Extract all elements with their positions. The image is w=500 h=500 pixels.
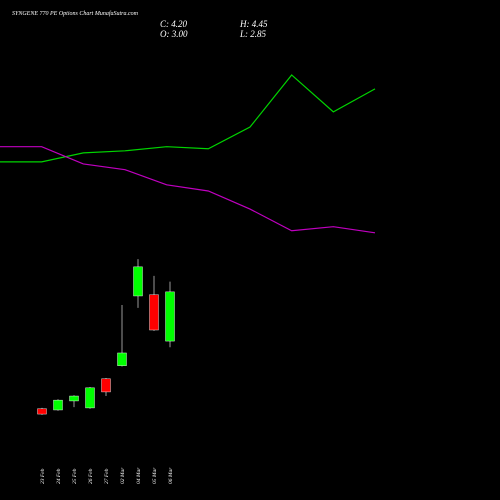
x-tick-label: 23 Feb: [40, 468, 46, 484]
x-tick-label: 04 Mar: [135, 467, 142, 484]
indicator-line: [0, 74, 376, 163]
close-label: C: 4.20: [160, 19, 188, 29]
high-label: H: 4.45: [239, 19, 268, 29]
chart-title: SYNGENE 770 PE Options Chart MunafaSutra…: [12, 10, 139, 17]
x-tick-label: 02 Mar: [120, 467, 126, 484]
x-tick-label: 27 Feb: [104, 468, 110, 484]
candle-body: [165, 291, 175, 342]
open-label: O: 3.00: [160, 29, 188, 39]
indicator-line: [0, 146, 376, 234]
x-tick-label: 24 Feb: [55, 468, 62, 484]
candle-body: [133, 266, 143, 297]
x-tick-label: 25 Feb: [72, 468, 78, 484]
candle-body: [69, 395, 79, 402]
candle-body: [53, 399, 63, 411]
candle-body: [117, 352, 127, 366]
candle-body: [85, 387, 95, 409]
x-tick-label: 26 Feb: [88, 468, 94, 484]
candle-body: [37, 408, 47, 415]
candle-body: [149, 294, 159, 331]
x-tick-label: 06 Mar: [168, 467, 174, 484]
x-tick-label: 05 Mar: [152, 467, 158, 484]
low-label: L: 2.85: [239, 29, 267, 39]
candle-body: [101, 378, 111, 393]
